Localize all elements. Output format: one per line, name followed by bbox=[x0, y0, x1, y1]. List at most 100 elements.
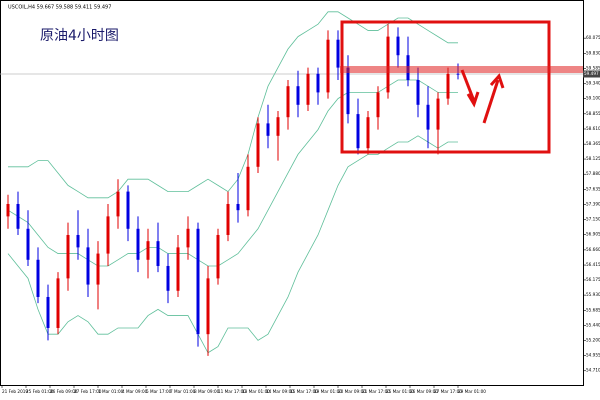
y-tick-label: 58.855 bbox=[586, 111, 600, 116]
candle-body bbox=[236, 203, 240, 211]
candle-body bbox=[386, 36, 390, 93]
x-tick-label: 4 Mar 09:00 bbox=[122, 389, 148, 394]
highlight-box bbox=[340, 20, 551, 154]
candle-body bbox=[166, 265, 170, 291]
candle-body bbox=[126, 191, 130, 229]
y-tick-label: 60.075 bbox=[586, 35, 600, 40]
x-tick-label: 20 Mar 09:00 bbox=[338, 389, 366, 394]
price-box bbox=[583, 70, 600, 78]
y-tick-label: 58.610 bbox=[586, 126, 600, 131]
candle-body bbox=[16, 203, 20, 229]
candle-body bbox=[176, 247, 180, 291]
candle-body bbox=[366, 117, 370, 149]
arrow-up bbox=[482, 79, 500, 124]
x-tick-label: 26 Mar 09:00 bbox=[410, 389, 438, 394]
annotation: 原油4小时图 bbox=[40, 28, 119, 44]
x-tick-label: 14 Mar 09:00 bbox=[266, 389, 294, 394]
candle-body bbox=[146, 241, 150, 260]
candle-body bbox=[36, 259, 40, 297]
candle-body bbox=[206, 278, 210, 335]
y-tick-label: 57.150 bbox=[586, 216, 600, 221]
x-tick-label: 29 Mar 01:00 bbox=[458, 389, 486, 394]
candle-body bbox=[226, 203, 230, 235]
bollinger-band bbox=[8, 11, 458, 199]
candle-body bbox=[246, 166, 250, 211]
x-tick-label: 8 Mar 09:00 bbox=[194, 389, 220, 394]
candle-body bbox=[276, 117, 280, 136]
arrow-up-head bbox=[489, 73, 505, 89]
y-tick-label: 56.660 bbox=[586, 247, 600, 252]
candle-body bbox=[296, 86, 300, 105]
plot-frame bbox=[0, 0, 584, 386]
candle-body bbox=[446, 73, 450, 99]
x-tick-label: 1 Mar 01:00 bbox=[98, 389, 124, 394]
x-tick-label: 15 Mar 17:00 bbox=[290, 389, 318, 394]
candle-body bbox=[456, 73, 460, 75]
candle-body bbox=[26, 228, 30, 260]
candle-body bbox=[196, 228, 200, 335]
candle-body bbox=[316, 73, 320, 93]
candle-body bbox=[106, 216, 110, 254]
x-tick-label: 19 Mar 01:00 bbox=[314, 389, 342, 394]
x-tick-label: 13 Mar 01:00 bbox=[242, 389, 270, 394]
x-tick-label: 7 Mar 01:00 bbox=[170, 389, 196, 394]
y-tick-label: 56.905 bbox=[586, 232, 600, 237]
candle-body bbox=[416, 80, 420, 105]
y-tick-label: 59.830 bbox=[586, 50, 600, 55]
candle-body bbox=[286, 86, 290, 118]
candle-body bbox=[66, 234, 70, 279]
header: USCOIL,H4 59.667 59.588 59.411 59.497 bbox=[8, 5, 111, 11]
candle-body bbox=[116, 191, 120, 217]
candle-body bbox=[96, 253, 100, 285]
y-tick-label: 55.440 bbox=[586, 322, 600, 327]
y-tick-label: 59.100 bbox=[586, 96, 600, 101]
candle-body bbox=[306, 73, 310, 105]
x-tick-label: 11 Mar 17:00 bbox=[218, 389, 246, 394]
candle-body bbox=[6, 203, 10, 217]
y-tick-label: 57.635 bbox=[586, 186, 600, 191]
resistance-band bbox=[340, 66, 583, 73]
y-tick-label: 56.415 bbox=[586, 262, 600, 267]
x-tick-label: 26 Feb 09:00 bbox=[50, 389, 78, 394]
arrow-down-head bbox=[466, 91, 480, 108]
candle-body bbox=[436, 98, 440, 130]
y-tick-label: 57.880 bbox=[586, 171, 600, 176]
candle-body bbox=[426, 104, 430, 130]
candle-body bbox=[136, 228, 140, 260]
x-tick-label: 21 Feb 2019 bbox=[2, 389, 28, 394]
x-tick-label: 25 Feb 01:00 bbox=[26, 389, 54, 394]
candle-body bbox=[336, 39, 340, 68]
y-tick-label: 59.340 bbox=[586, 81, 600, 86]
y-tick-label: 55.200 bbox=[586, 337, 600, 342]
y-tick-label: 55.685 bbox=[586, 307, 600, 312]
y-tick-label: 58.365 bbox=[586, 141, 600, 146]
candle-body bbox=[266, 123, 270, 136]
y-tick-label: 54.710 bbox=[586, 368, 600, 373]
candle-body bbox=[256, 123, 260, 167]
candle-body bbox=[56, 278, 60, 328]
candle-body bbox=[326, 39, 330, 93]
y-tick-label: 58.125 bbox=[586, 156, 600, 161]
y-tick-label: 56.175 bbox=[586, 277, 600, 282]
candle-body bbox=[76, 234, 80, 248]
candle-body bbox=[356, 114, 360, 149]
x-tick-label: 25 Mar 01:00 bbox=[386, 389, 414, 394]
candle-body bbox=[346, 67, 350, 115]
candle-body bbox=[396, 36, 400, 56]
candle-body bbox=[186, 228, 190, 248]
y-tick-label: 55.930 bbox=[586, 292, 600, 297]
candle-body bbox=[216, 234, 220, 279]
x-tick-label: 21 Mar 17:00 bbox=[362, 389, 390, 394]
arrow-down bbox=[460, 69, 476, 102]
bollinger-band bbox=[7, 79, 458, 267]
y-tick-label: 54.955 bbox=[586, 353, 600, 358]
candle-body bbox=[156, 241, 160, 266]
x-tick-label: 27 Feb 17:00 bbox=[74, 389, 102, 394]
x-tick-label: 27 Mar 17:00 bbox=[434, 389, 462, 394]
y-tick-label: 59.585 bbox=[586, 66, 600, 71]
candle-body bbox=[376, 92, 380, 118]
price-label: 59.497 bbox=[584, 71, 599, 76]
x-tick-label: 5 Mar 17:00 bbox=[146, 389, 172, 394]
